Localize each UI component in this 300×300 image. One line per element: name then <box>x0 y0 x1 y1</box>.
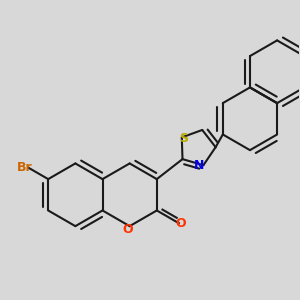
Text: S: S <box>179 132 188 146</box>
Text: Br: Br <box>16 161 32 174</box>
Text: N: N <box>194 159 204 172</box>
Text: O: O <box>123 223 134 236</box>
Text: O: O <box>176 217 187 230</box>
